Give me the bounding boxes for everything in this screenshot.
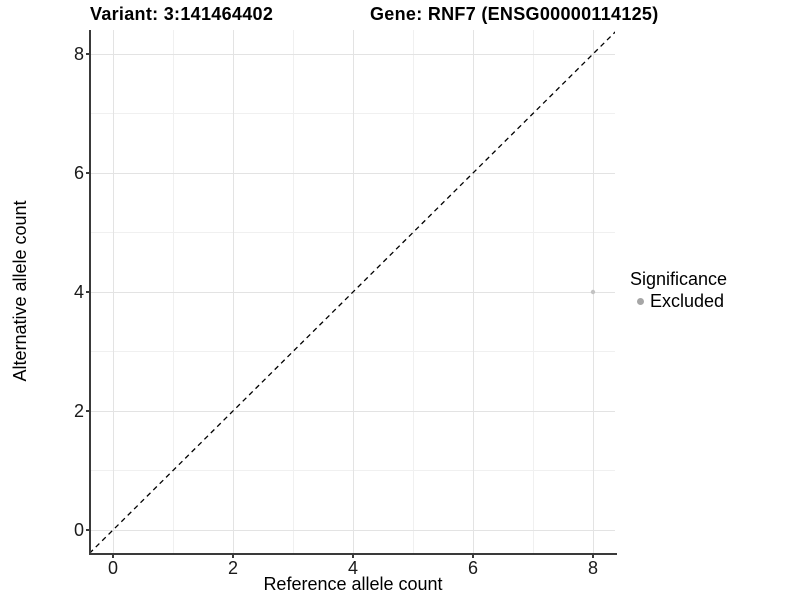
- x-tick-mark: [112, 553, 114, 558]
- variant-title: Variant: 3:141464402: [90, 4, 274, 24]
- identity-dashed-line: [91, 31, 615, 553]
- x-tick-mark: [472, 553, 474, 558]
- legend-item-label: Excluded: [650, 291, 725, 311]
- x-tick-mark: [352, 553, 354, 558]
- y-tick-label: 6: [73, 163, 84, 183]
- legend-key-circle-icon: [637, 297, 644, 305]
- legend-item-excluded: Excluded: [630, 290, 727, 312]
- x-tick-mark: [232, 553, 234, 558]
- legend-title: Significance: [630, 269, 728, 289]
- y-tick-label: 8: [73, 44, 84, 64]
- legend: Significance Excluded: [630, 268, 727, 312]
- y-tick-label: 0: [73, 520, 84, 540]
- y-tick-mark: [86, 53, 91, 55]
- x-tick-label: 2: [227, 558, 238, 578]
- x-tick-label: 0: [107, 558, 118, 578]
- gridline-major-h: [91, 529, 615, 531]
- y-tick-mark: [86, 291, 91, 293]
- y-tick-mark: [86, 529, 91, 531]
- y-axis-label: Alternative allele count: [10, 200, 30, 382]
- y-tick-mark: [86, 172, 91, 174]
- gene-title: Gene: RNF7 (ENSG00000114125): [370, 4, 659, 24]
- data-points: [590, 289, 596, 295]
- plot-panel: [91, 30, 615, 553]
- x-tick-label: 6: [467, 558, 478, 578]
- x-axis-label: Reference allele count: [263, 574, 443, 594]
- y-tick-label: 2: [73, 401, 84, 421]
- gridline-major-h: [91, 53, 615, 55]
- x-tick-mark: [592, 553, 594, 558]
- plot-canvas: [91, 31, 615, 553]
- x-tick-label: 8: [587, 558, 598, 578]
- y-tick-label: 4: [73, 282, 84, 302]
- x-tick-label: 4: [347, 558, 358, 578]
- gridline-major-h: [91, 172, 615, 174]
- gridline-major-h: [91, 410, 615, 412]
- data-point: [590, 289, 596, 295]
- y-tick-mark: [86, 410, 91, 412]
